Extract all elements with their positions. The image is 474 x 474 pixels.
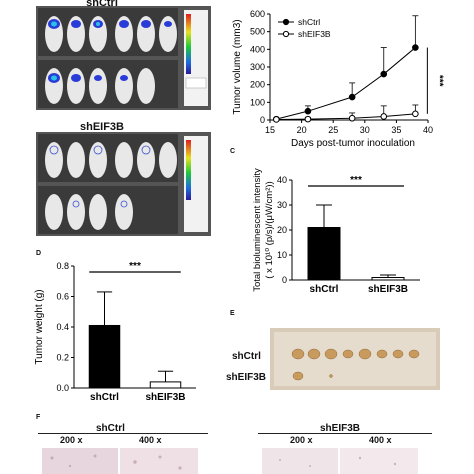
excised-tumor-photo <box>270 328 440 390</box>
x-axis-label: Days post-tumor inoculation <box>291 138 415 148</box>
panel-letter-f: F <box>36 414 41 421</box>
y-axis-label: Tumor volume (mm3) <box>232 19 243 114</box>
data-point <box>380 113 388 120</box>
y-tick-label: 600 <box>250 9 265 19</box>
y-tick-label: 0.2 <box>56 353 69 363</box>
mouse-row-top <box>38 8 178 56</box>
y-tick-label: 0 <box>282 275 287 285</box>
x-tick-label: 30 <box>360 125 370 135</box>
photo-row2-label: shEIF3B <box>226 372 267 383</box>
x-tick-label: 20 <box>297 125 307 135</box>
sheif3b-mice-image <box>36 132 211 236</box>
series-line-1 <box>276 113 416 120</box>
legend-label: shEIF3B <box>298 29 331 39</box>
y-tick-label: 0.0 <box>56 383 69 393</box>
histology-mag-1: 200 x <box>60 435 83 445</box>
legend-marker <box>282 30 290 38</box>
y-tick-label: 30 <box>277 200 287 210</box>
x-tick-label: 25 <box>328 125 338 135</box>
data-point <box>348 114 356 122</box>
histology-divider-left <box>38 433 208 434</box>
bioluminescence-chart: 0 10 20 30 40 shCtrl shEIF3B *** Total biolumine… <box>252 168 420 295</box>
y-tick-label: 40 <box>277 175 287 185</box>
x-tick-label: 15 <box>265 125 275 135</box>
category-label: shEIF3B <box>368 284 408 295</box>
data-point <box>304 115 312 123</box>
category-label: shEIF3B <box>145 392 185 403</box>
panel-letter-d: D <box>36 250 42 257</box>
y-tick-label: 20 <box>277 225 287 235</box>
legend-marker <box>282 18 290 26</box>
y-tick-label: 0.4 <box>56 322 69 332</box>
data-point <box>273 116 280 123</box>
data-point <box>348 93 356 101</box>
bar-shEIF3B <box>149 381 182 389</box>
data-point <box>412 44 419 51</box>
significance-label: *** <box>433 75 444 87</box>
x-tick-label: 40 <box>423 125 433 135</box>
y-tick-label: 300 <box>250 62 265 72</box>
photo-row1-label: shCtrl <box>232 351 261 362</box>
significance-label: *** <box>350 175 362 186</box>
data-point <box>304 107 312 115</box>
color-scale-bar <box>184 10 208 106</box>
category-label: shCtrl <box>90 392 119 403</box>
series-line-0 <box>276 47 416 120</box>
y-axis-label: Tumor weight (g) <box>34 289 45 364</box>
data-point <box>412 110 419 118</box>
y-tick-label: 0.6 <box>56 292 69 302</box>
y-tick-label: 0.8 <box>56 261 69 271</box>
shctrl-mice-image <box>36 6 211 110</box>
imaging-group1-label: shCtrl <box>86 0 118 9</box>
histology-divider-right <box>258 433 432 434</box>
panel-letter-e: E <box>230 310 235 317</box>
y-tick-label: 10 <box>277 250 287 260</box>
y-axis-label: Total bioluminescent intensity <box>252 168 263 292</box>
tumor-growth-chart: 0 100 200 300 400 500 600 15 20 25 30 35 40 Days post… <box>232 9 444 148</box>
legend-label: shCtrl <box>298 17 320 27</box>
mouse-row-bottom <box>38 60 178 108</box>
data-point <box>380 70 388 78</box>
y-tick-label: 100 <box>250 97 265 107</box>
histology-mag-2: 400 x <box>139 435 162 445</box>
y-tick-label: 200 <box>250 80 265 90</box>
y-axis-label-units: ( x 10¹⁰ (p/s)/(μW/cm²)) <box>264 181 275 278</box>
histology-group2-label: shEIF3B <box>320 423 361 434</box>
category-label: shCtrl <box>310 284 339 295</box>
x-tick-label: 35 <box>391 125 401 135</box>
significance-label: *** <box>129 261 141 272</box>
bar-shEIF3B <box>371 277 405 281</box>
tumor-weight-chart: 0.0 0.2 0.4 0.6 0.8 shCtrl shEIF3B *** Tumor wei… <box>34 261 196 403</box>
bar-shCtrl <box>88 324 121 389</box>
y-tick-label: 0 <box>260 115 265 125</box>
imaging-group2-label: shEIF3B <box>79 121 124 133</box>
panel-letter-c: C <box>230 148 236 155</box>
histology-images <box>42 448 418 474</box>
histology-group1-label: shCtrl <box>96 423 125 434</box>
histology-mag-3: 200 x <box>290 435 313 445</box>
y-tick-label: 400 <box>250 44 265 54</box>
y-tick-label: 500 <box>250 27 265 37</box>
bar-shCtrl <box>307 227 341 281</box>
histology-mag-4: 400 x <box>369 435 392 445</box>
